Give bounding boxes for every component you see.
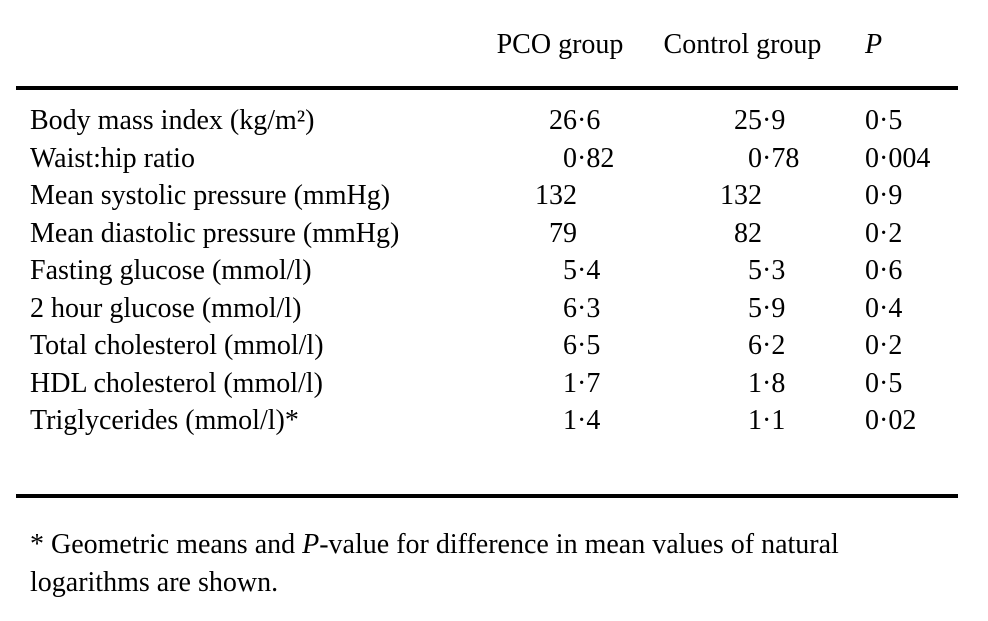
control-int: 82 — [734, 217, 762, 249]
row-label: 2 hour glucose (mmol/l) — [30, 292, 302, 324]
pco-value: 0·82 — [470, 140, 650, 178]
pco-int: 26 — [549, 105, 577, 136]
pco-int: 1 — [563, 405, 577, 436]
p-value: 0·004 — [865, 142, 931, 174]
pco-int: 1 — [563, 367, 577, 399]
pco-value: 6·3 — [470, 290, 650, 328]
control-frac: ·9 — [762, 292, 786, 324]
footnote-text-post: -value for difference in mean values of … — [30, 528, 839, 598]
header-p-value: P — [865, 29, 883, 60]
control-value: 1·1 — [650, 402, 835, 440]
control-int: 5 — [748, 292, 762, 324]
pco-frac: ·6 — [577, 105, 601, 136]
row-label: Total cholesterol (mmol/l) — [30, 330, 324, 361]
control-int: 132 — [720, 180, 762, 211]
header-pco-group: PCO group — [496, 29, 624, 60]
pco-frac: ·4 — [577, 405, 601, 436]
control-int: 1 — [748, 367, 762, 399]
control-value: 25·9 — [650, 102, 835, 140]
header-control-group: Control group — [663, 29, 822, 60]
control-int: 25 — [734, 105, 762, 136]
p-value: 0·5 — [865, 367, 903, 399]
pco-frac: ·82 — [577, 142, 615, 174]
control-frac: ·8 — [762, 367, 786, 399]
control-value: 0·78 — [650, 140, 835, 178]
row-label: HDL cholesterol (mmol/l) — [30, 367, 323, 399]
pco-int: 5 — [563, 255, 577, 286]
table-row: Fasting glucose (mmol/l) 5·4 5·3 0·6 — [30, 252, 958, 290]
control-value: 5·9 — [650, 290, 835, 328]
control-frac: ·1 — [762, 405, 786, 436]
row-label: Triglycerides (mmol/l)* — [30, 405, 299, 436]
control-value: 6·2 — [650, 327, 835, 365]
table-row: Total cholesterol (mmol/l) 6·5 6·2 0·2 — [30, 327, 958, 365]
pco-frac: ·5 — [577, 330, 601, 361]
pco-frac: ·7 — [577, 367, 601, 399]
control-int: 0 — [748, 142, 762, 174]
control-frac: ·2 — [762, 330, 786, 361]
control-frac: ·78 — [762, 142, 800, 174]
table-row: Waist:hip ratio 0·82 0·78 0·004 — [30, 140, 958, 178]
pco-value: 5·4 — [470, 252, 650, 290]
pco-value: 1·7 — [470, 365, 650, 403]
pco-int: 132 — [535, 180, 577, 211]
control-int: 6 — [748, 330, 762, 361]
pco-frac: ·4 — [577, 255, 601, 286]
pco-int: 79 — [549, 217, 577, 249]
control-frac: ·9 — [762, 105, 786, 136]
pco-value: 132 — [470, 177, 650, 215]
control-frac: ·3 — [762, 255, 786, 286]
top-rule — [16, 86, 958, 90]
control-int: 1 — [748, 405, 762, 436]
pco-value: 26·6 — [470, 102, 650, 140]
control-value: 1·8 — [650, 365, 835, 403]
footnote-p-italic: P — [302, 528, 320, 560]
table-row: Mean systolic pressure (mmHg) 132 132 0·… — [30, 177, 958, 215]
p-value: 0·9 — [865, 180, 903, 211]
table-body: Body mass index (kg/m²) 26·6 25·9 0·5 Wa… — [30, 102, 958, 440]
row-label: Fasting glucose (mmol/l) — [30, 255, 312, 286]
row-label: Mean systolic pressure (mmHg) — [30, 180, 391, 211]
table-row: Mean diastolic pressure (mmHg) 79 82 0·2 — [30, 215, 958, 253]
pco-int: 6 — [563, 292, 577, 324]
p-value: 0·02 — [865, 405, 917, 436]
pco-value: 79 — [470, 215, 650, 253]
header-spacer — [30, 30, 470, 60]
row-label: Mean diastolic pressure (mmHg) — [30, 217, 400, 249]
p-value: 0·4 — [865, 292, 903, 324]
table-row: 2 hour glucose (mmol/l) 6·3 5·9 0·4 — [30, 290, 958, 328]
pco-int: 6 — [563, 330, 577, 361]
pco-int: 0 — [563, 142, 577, 174]
table-header-row: PCO group Control group P — [30, 0, 958, 60]
bottom-rule — [16, 493, 958, 498]
p-value: 0·2 — [865, 330, 903, 361]
row-label: Waist:hip ratio — [30, 142, 195, 174]
pco-value: 6·5 — [470, 327, 650, 365]
table-footnote: * Geometric means and P-value for differ… — [30, 526, 962, 602]
p-value: 0·2 — [865, 217, 903, 249]
row-label: Body mass index (kg/m²) — [30, 105, 315, 136]
p-value: 0·6 — [865, 255, 903, 286]
table-row: Body mass index (kg/m²) 26·6 25·9 0·5 — [30, 102, 958, 140]
table-row: Triglycerides (mmol/l)* 1·4 1·1 0·02 — [30, 402, 958, 440]
control-value: 132 — [650, 177, 835, 215]
control-value: 82 — [650, 215, 835, 253]
p-value: 0·5 — [865, 105, 903, 136]
control-value: 5·3 — [650, 252, 835, 290]
pco-frac: ·3 — [577, 292, 601, 324]
table-row: HDL cholesterol (mmol/l) 1·7 1·8 0·5 — [30, 365, 958, 403]
pco-value: 1·4 — [470, 402, 650, 440]
control-int: 5 — [748, 255, 762, 286]
footnote-text-pre: * Geometric means and — [30, 528, 303, 560]
